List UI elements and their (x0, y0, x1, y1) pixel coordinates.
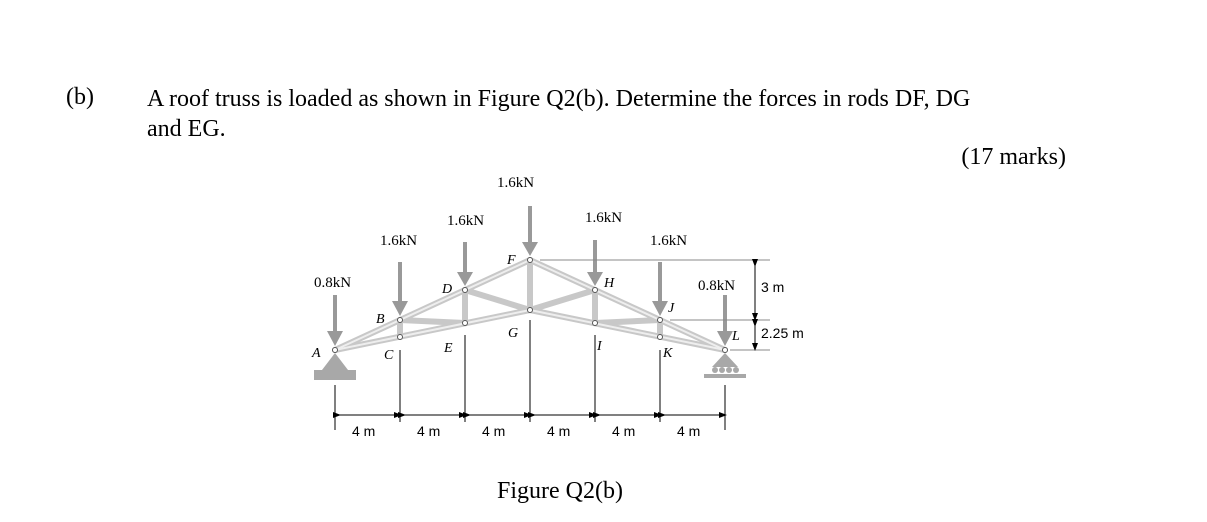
joint-pins (332, 257, 728, 353)
member-ij (592, 317, 663, 326)
node-label-e: E (443, 341, 453, 356)
joint-l (722, 347, 728, 353)
span-label-5: 4 m (612, 423, 635, 439)
bottom-chord-right-highlight (529, 309, 726, 351)
joint-d (462, 287, 468, 293)
load-arrow-h (587, 240, 603, 286)
question-text-line-2: and EG. (147, 116, 226, 142)
node-label-i: I (596, 339, 603, 354)
height-label-3m: 3 m (761, 279, 784, 295)
pin-support-a (314, 353, 356, 380)
load-label-l: 0.8kN (698, 278, 735, 294)
load-arrow-l (717, 295, 733, 346)
node-label-d: D (441, 282, 452, 297)
load-label-d: 1.6kN (447, 213, 484, 229)
question-label: (b) (66, 84, 94, 110)
node-label-l: L (731, 329, 740, 344)
joint-i (592, 320, 598, 326)
span-label-6: 4 m (677, 423, 700, 439)
joint-e (462, 320, 468, 326)
load-arrow-j (652, 262, 668, 316)
span-dimensions (333, 320, 727, 430)
figure-caption: Figure Q2(b) (497, 478, 623, 504)
load-label-f: 1.6kN (497, 175, 534, 191)
node-label-f: F (506, 253, 516, 268)
member-gh (527, 287, 598, 313)
joint-k (657, 334, 663, 340)
load-label-b: 1.6kN (380, 233, 417, 249)
node-label-a: A (311, 346, 321, 361)
top-chord-right-highlight (529, 259, 726, 351)
marks-allocation: (17 marks) (961, 144, 1066, 170)
load-arrow-f (522, 206, 538, 256)
load-label-j: 1.6kN (650, 233, 687, 249)
load-label-h: 1.6kN (585, 210, 622, 226)
joint-b (397, 317, 403, 323)
joint-f (527, 257, 533, 263)
truss-members-highlight (334, 259, 726, 351)
node-label-k: K (662, 346, 673, 361)
bottom-chord-left-highlight (334, 309, 531, 351)
span-label-4: 4 m (547, 423, 570, 439)
height-dimensions (540, 259, 770, 351)
question-text: A roof truss is loaded as shown in Figur… (147, 84, 1107, 144)
roller-support-l (704, 353, 746, 378)
top-chord-left-highlight (334, 259, 531, 351)
load-arrow-b (392, 262, 408, 316)
node-label-c: C (384, 348, 394, 363)
member-be (397, 317, 468, 326)
joint-c (397, 334, 403, 340)
question-text-line-1: A roof truss is loaded as shown in Figur… (147, 86, 971, 112)
load-label-a: 0.8kN (314, 275, 351, 291)
node-label-g: G (508, 326, 518, 341)
joint-a (332, 347, 338, 353)
load-arrows (327, 206, 733, 346)
truss-diagram: 0.8kN 1.6kN 1.6kN 1.6kN 1.6kN 1.6kN 0.8k… (311, 175, 804, 439)
node-label-h: H (603, 276, 615, 291)
roof-truss-figure: 0.8kN 1.6kN 1.6kN 1.6kN 1.6kN 1.6kN 0.8k… (300, 160, 860, 450)
node-label-b: B (376, 312, 385, 327)
joint-h (592, 287, 598, 293)
height-label-2-25m: 2.25 m (761, 325, 804, 341)
load-arrow-a (327, 295, 343, 346)
joint-g (527, 307, 533, 313)
member-dg (462, 287, 533, 313)
span-label-3: 4 m (482, 423, 505, 439)
load-arrow-d (457, 242, 473, 286)
span-label-2: 4 m (417, 423, 440, 439)
joint-j (657, 317, 663, 323)
node-label-j: J (668, 301, 675, 316)
span-label-1: 4 m (352, 423, 375, 439)
